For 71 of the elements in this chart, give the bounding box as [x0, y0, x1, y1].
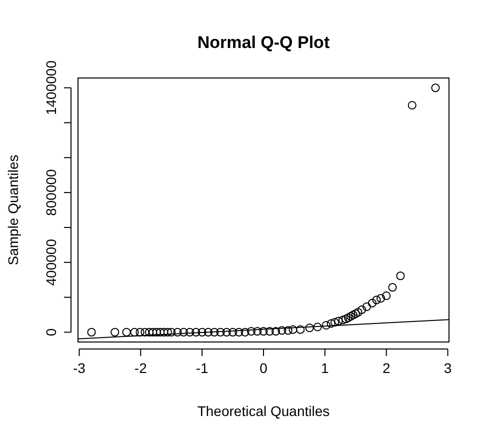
point [296, 325, 305, 334]
x-axis-title: Theoretical Quantiles [197, 403, 330, 419]
point [167, 328, 176, 337]
point [198, 328, 206, 337]
point [204, 328, 213, 337]
point [288, 325, 298, 334]
point [346, 312, 356, 321]
chart-title: Normal Q-Q Plot [197, 33, 330, 52]
point [334, 316, 343, 326]
point [122, 328, 131, 337]
point [130, 328, 139, 337]
point [179, 328, 188, 337]
point [185, 328, 194, 337]
point [305, 324, 314, 332]
point [338, 316, 348, 324]
y-tick-label: 400000 [43, 238, 59, 286]
point [357, 305, 366, 314]
point [382, 291, 391, 300]
point [376, 294, 386, 303]
y-axis-title: Sample Quantiles [5, 154, 21, 266]
point [348, 310, 358, 320]
point [87, 328, 96, 337]
point [173, 328, 182, 337]
point [160, 328, 168, 337]
point [148, 328, 158, 337]
point [284, 326, 292, 335]
y-tick-label: 1400000 [43, 60, 59, 116]
point [210, 328, 219, 337]
point [140, 328, 150, 337]
point [368, 298, 377, 308]
point [351, 309, 360, 318]
point [342, 314, 350, 324]
x-tick-label: -1 [196, 360, 209, 376]
x-tick-label: -3 [73, 360, 86, 376]
point [234, 328, 244, 337]
point [253, 327, 262, 336]
point [388, 283, 397, 292]
point [110, 328, 120, 337]
point [163, 328, 172, 337]
x-tick-label: -2 [134, 360, 148, 376]
point [278, 326, 286, 335]
point [246, 327, 256, 336]
point [216, 328, 225, 337]
point [240, 328, 250, 337]
point [322, 320, 330, 330]
point [372, 296, 381, 304]
x-tick-label: 3 [444, 360, 452, 376]
point [344, 313, 353, 322]
y-tick-label: 800000 [43, 168, 59, 216]
point [313, 322, 322, 332]
point [156, 328, 165, 337]
point [228, 328, 238, 337]
point [431, 83, 440, 92]
point [396, 272, 405, 280]
point [222, 328, 231, 337]
x-tick-label: 1 [321, 360, 330, 376]
x-tick-label: 0 [260, 360, 268, 376]
point [265, 327, 274, 336]
point [362, 302, 371, 312]
point [192, 328, 200, 337]
point [330, 318, 340, 327]
y-tick-label: 0 [43, 328, 59, 336]
x-tick-label: 2 [382, 360, 390, 376]
point [271, 327, 280, 336]
point [259, 327, 268, 336]
point [326, 319, 336, 328]
point [152, 328, 161, 337]
point [136, 328, 144, 337]
point [354, 308, 362, 317]
point [144, 328, 154, 337]
point [408, 100, 416, 110]
